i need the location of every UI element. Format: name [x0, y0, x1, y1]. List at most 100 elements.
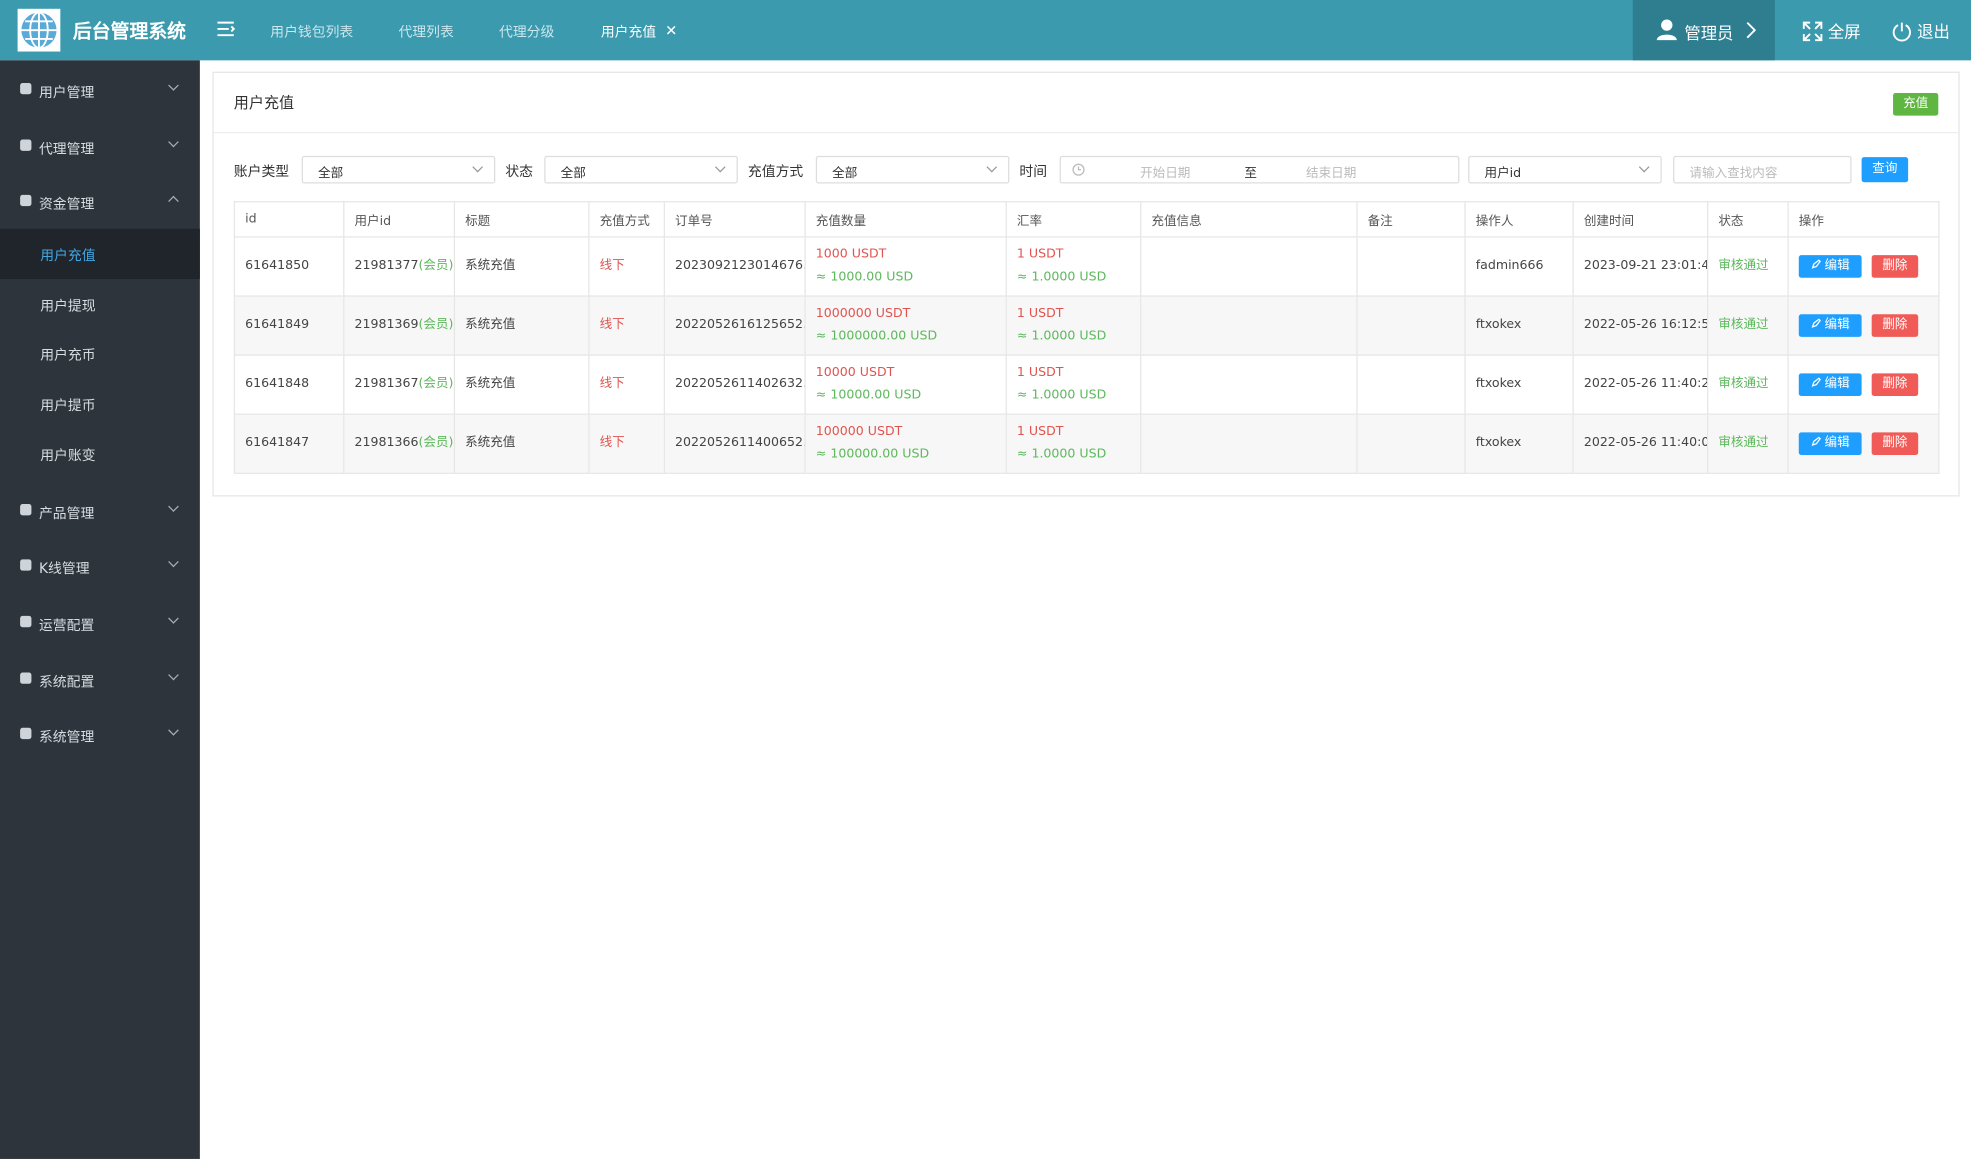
cell-text: 1 USDT	[1016, 424, 1064, 439]
search-input[interactable]: 请输入查找内容	[1673, 155, 1852, 184]
cell: 10000 USDT ≈ 10000.00 USD	[804, 354, 1007, 415]
tab[interactable]: 代理列表	[398, 23, 454, 41]
cell: 2022052616125652...	[663, 295, 806, 356]
cell: 1000000 USDT ≈ 1000000.00 USD	[804, 295, 1007, 356]
submenu-item[interactable]: 用户提币	[0, 379, 200, 429]
menu-item[interactable]: 代理管理	[0, 119, 200, 169]
logout-label: 退出	[1917, 23, 1950, 43]
menu-item[interactable]: 用户管理	[0, 63, 200, 113]
delete-button[interactable]: 删除	[1871, 314, 1919, 337]
cell: fadmin666	[1464, 236, 1574, 297]
edit-button[interactable]: 编辑	[1798, 255, 1862, 278]
cell-text: 2022052611400652...	[675, 436, 806, 451]
cell: 61641849	[233, 295, 345, 356]
cell-text: ≈ 100000.00 USD	[815, 447, 930, 462]
edit-label: 编辑	[1824, 318, 1850, 332]
menu-icon	[20, 139, 32, 151]
cell: 1 USDT ≈ 1.0000 USD	[1005, 354, 1142, 415]
filter-label: 状态	[505, 163, 533, 180]
date-range[interactable]: 开始日期 至 结束日期	[1059, 155, 1460, 184]
search-field-select[interactable]: 用户id	[1468, 155, 1662, 184]
cell-text: 2023-09-21 23:01:46	[1583, 258, 1708, 273]
column-header: 充值数量	[804, 201, 1007, 238]
edit-button[interactable]: 编辑	[1798, 373, 1862, 396]
cell: 系统充值	[453, 413, 590, 474]
cell: 61641847	[233, 413, 345, 474]
cell-text: ≈ 1.0000 USD	[1016, 270, 1107, 285]
menu-arrow	[168, 500, 179, 512]
recharge-table: id 用户id 标题 充值方式 订单号 充值数量 汇率 充值信息 备注 操作人 创建时间 状态 操作 61…	[233, 201, 1940, 474]
select-value: 全部	[832, 167, 858, 182]
menu-icon	[20, 615, 32, 628]
tab[interactable]: 用户充值	[600, 23, 657, 41]
cell-text: 2022052616125652...	[675, 318, 806, 332]
cell: 编辑 删除	[1787, 354, 1940, 415]
cell-text: 1 USDT	[1016, 306, 1064, 321]
submenu-item[interactable]: 用户充币	[0, 329, 200, 379]
cell: 系统充值	[453, 354, 590, 415]
tab-close[interactable]	[666, 23, 676, 39]
cell-text: ≈ 1000000.00 USD	[815, 329, 938, 344]
end-date: 结束日期	[1306, 167, 1357, 182]
method-select[interactable]: 全部	[815, 155, 1010, 184]
cell: 审核通过	[1707, 413, 1789, 474]
search-button[interactable]: 查询	[1861, 157, 1909, 183]
recharge-button[interactable]: 充值	[1893, 93, 1939, 116]
column-header: 汇率	[1005, 201, 1142, 238]
cell: 线下	[588, 413, 665, 474]
admin-name: 管理员	[1684, 25, 1734, 44]
cell-text: 21981369	[354, 318, 419, 332]
cell: 21981377(会员)	[343, 236, 456, 297]
cell: 100000 USDT ≈ 100000.00 USD	[804, 413, 1007, 474]
column-header: 标题	[453, 201, 590, 238]
tab[interactable]: 代理分级	[499, 23, 555, 41]
menu-item[interactable]: 系统管理	[0, 708, 200, 758]
cell-text: 1 USDT	[1016, 247, 1064, 262]
menu-item[interactable]: 产品管理	[0, 484, 200, 534]
cell-text: 1000000 USDT	[815, 306, 911, 321]
account-type-select[interactable]: 全部	[301, 155, 496, 184]
delete-button[interactable]: 删除	[1871, 255, 1919, 278]
delete-button[interactable]: 删除	[1871, 373, 1919, 396]
cell-text: 21981377	[354, 258, 419, 273]
cell: 2022-05-26 11:40:06	[1572, 413, 1709, 474]
cell-text: ftxokex	[1475, 436, 1522, 451]
cell-text: 100000 USDT	[815, 424, 903, 439]
menu-label: 运营配置	[38, 617, 95, 634]
sidebar: 用户管理代理管理资金管理 用户充值 用户提现 用户充币 用户提币 用户账变 产品管理 K线管理…	[0, 60, 200, 1159]
cell: 2022052611400652...	[663, 413, 806, 474]
tab[interactable]: 用户钱包列表	[270, 23, 354, 41]
column-header: 创建时间	[1572, 201, 1709, 238]
menu-arrow	[168, 613, 179, 624]
filter-label: 账户类型	[233, 163, 290, 180]
admin-menu[interactable]: 管理员	[1632, 0, 1775, 61]
menu-item[interactable]: K线管理	[0, 540, 200, 590]
menu-toggle[interactable]	[216, 20, 236, 38]
submenu-item[interactable]: 用户充值	[0, 228, 200, 279]
submenu-item[interactable]: 用户提现	[0, 279, 200, 329]
menu-item[interactable]: 运营配置	[0, 596, 200, 646]
cell: ftxokex	[1464, 413, 1574, 474]
cell-text: 系统充值	[465, 436, 516, 451]
logout-button[interactable]: 退出	[1892, 19, 1950, 43]
edit-button[interactable]: 编辑	[1798, 432, 1862, 456]
table-body: 61641850 21981377(会员) 系统充值 线下 20230921230146…	[233, 236, 1940, 474]
menu-item[interactable]: 资金管理	[0, 175, 200, 225]
cell-text: (会员)	[418, 436, 454, 451]
edit-button[interactable]: 编辑	[1798, 314, 1862, 337]
menu-label: 用户管理	[38, 84, 95, 101]
status-select[interactable]: 全部	[544, 155, 738, 184]
cell: 线下	[588, 354, 665, 415]
submenu-item[interactable]: 用户账变	[0, 429, 200, 479]
menu-item[interactable]: 系统配置	[0, 652, 200, 702]
select-value: 全部	[560, 167, 586, 182]
cell-text: 61641849	[245, 318, 310, 332]
cell	[1140, 354, 1358, 415]
logo-title: 后台管理系统	[72, 20, 187, 43]
delete-button[interactable]: 删除	[1871, 432, 1919, 456]
search-placeholder: 请输入查找内容	[1689, 167, 1778, 182]
fullscreen-button[interactable]: 全屏	[1802, 19, 1861, 43]
cell-text: ≈ 1.0000 USD	[1016, 447, 1107, 462]
cell-text: 2023092123014676...	[675, 258, 806, 273]
